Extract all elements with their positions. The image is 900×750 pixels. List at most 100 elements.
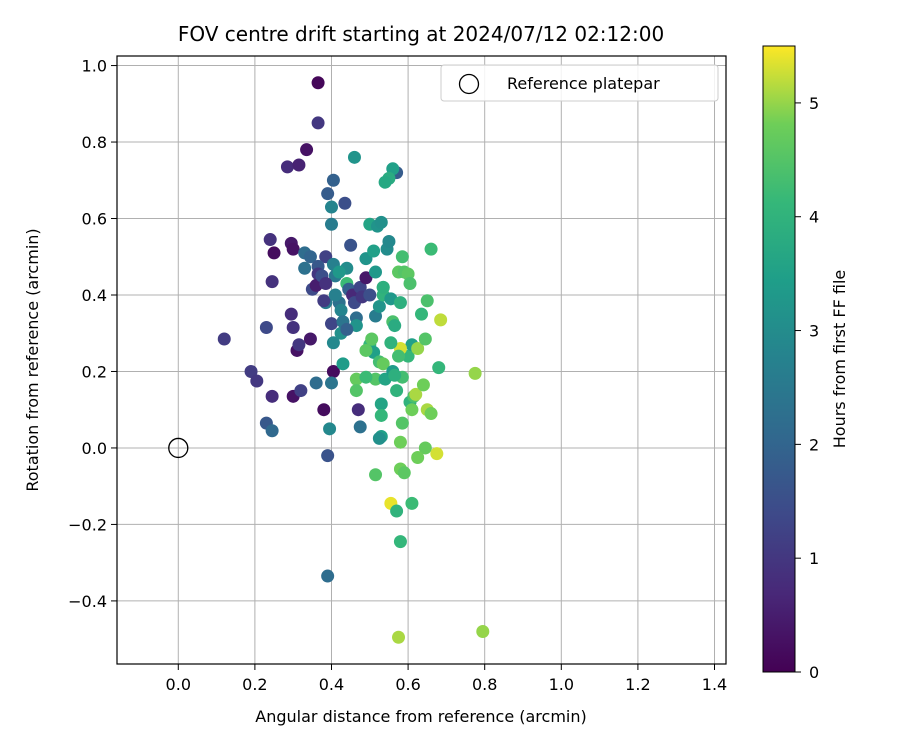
scatter-point [244,364,258,378]
scatter-point [317,294,331,308]
scatter-point [284,307,298,321]
y-tick-label: 0.2 [82,362,107,381]
scatter-point [397,466,411,480]
scatter-point [468,366,482,380]
scatter-point [405,496,419,510]
scatter-point [409,387,423,401]
scatter-point [390,384,404,398]
y-tick-label: 0.8 [82,133,107,152]
y-tick-label: 0.4 [82,286,107,305]
y-tick-label: 0.0 [82,439,107,458]
scatter-point [280,160,294,174]
colorbar-tick-label: 0 [809,663,819,682]
data-points [217,76,490,644]
scatter-point [324,317,338,331]
legend-open-circle-icon [458,73,480,95]
scatter-point [265,275,279,289]
scatter-point [263,233,277,247]
scatter-point [324,200,338,214]
scatter-point [411,342,425,356]
scatter-point [323,422,337,436]
scatter-point [384,336,398,350]
y-tick-label: −0.4 [68,592,107,611]
scatter-point [326,173,340,187]
scatter-point [395,250,409,264]
scatter-point [418,332,432,346]
y-tick-label: 0.6 [82,210,107,229]
y-tick-label: −0.2 [68,515,107,534]
scatter-point [363,288,377,302]
scatter-point [378,175,392,189]
y-axis-ticks: −0.4 −0.2 0.0 0.2 0.4 0.6 0.8 1.0 [68,57,117,611]
scatter-point [374,408,388,422]
scatter-point [372,431,386,445]
colorbar-tick-label: 3 [809,322,819,341]
x-tick-label: 0.6 [395,675,420,694]
scatter-point [367,244,381,258]
x-tick-label: 0.2 [242,675,267,694]
scatter-point [340,322,354,336]
legend: Reference platepar [440,64,719,102]
scatter-point [476,624,490,638]
scatter-point [298,261,312,275]
scatter-point [332,265,346,279]
scatter-point [309,376,323,390]
scatter-point [369,468,383,482]
scatter-point [369,265,383,279]
scatter-point [411,451,425,465]
scatter-point [434,313,448,327]
scatter-point [300,143,314,157]
scatter-point [359,343,373,357]
colorbar: 0 1 2 3 4 5 Hours from first FF file [762,45,849,682]
x-tick-label: 0.8 [472,675,497,694]
scatter-point [334,303,348,317]
scatter-point [259,320,273,334]
scatter-point [344,238,358,252]
colorbar-tick-label: 2 [809,435,819,454]
colorbar-gradient [762,45,796,673]
reference-marker-layer [168,437,189,459]
scatter-point [392,630,406,644]
scatter-point [372,299,386,313]
scatter-point [415,307,428,321]
colorbar-ticks: 0 1 2 3 4 5 [795,94,819,682]
scatter-point [418,441,432,455]
scatter-point [338,196,352,210]
scatter-point [294,384,308,398]
x-axis-label: Angular distance from reference (arcmin) [255,707,586,726]
x-tick-label: 0.4 [319,675,344,694]
scatter-point [292,338,306,352]
grid-lines [117,56,726,664]
scatter-point [328,288,342,302]
scatter-point [336,357,350,371]
scatter-point [416,378,430,392]
colorbar-label: Hours from first FF file [830,270,849,449]
scatter-point [374,215,388,229]
scatter-point [382,234,396,248]
scatter-point [359,271,373,285]
scatter-point [390,504,404,518]
scatter-point [292,158,306,172]
chart-title: FOV centre drift starting at 2024/07/12 … [178,22,664,46]
scatter-point [376,357,390,371]
x-tick-label: 0.0 [166,675,191,694]
scatter-point [286,320,300,334]
scatter-point [393,296,407,310]
scatter-point [311,76,325,90]
scatter-point [319,277,333,291]
scatter-point [376,280,390,294]
scatter-point [324,217,338,231]
x-tick-label: 1.2 [625,675,650,694]
scatter-point [265,424,279,438]
scatter-point [321,187,335,201]
scatter-point [347,150,361,164]
y-tick-label: 1.0 [82,57,107,76]
scatter-point [388,368,402,382]
scatter-point [321,569,335,583]
scatter-point [424,407,438,421]
scatter-point [351,403,365,417]
legend-label: Reference platepar [507,74,660,93]
scatter-point [317,403,331,417]
plot-frame [116,55,727,665]
reference-point-marker [168,437,189,459]
